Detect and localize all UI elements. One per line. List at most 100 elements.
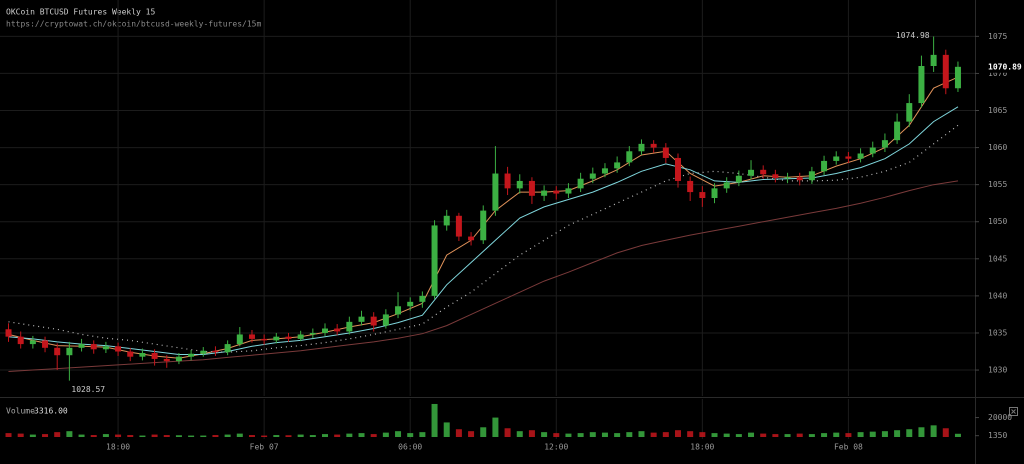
chart-title: OKCoin BTCUSD Futures Weekly 15 bbox=[6, 8, 155, 17]
volume-bar bbox=[784, 434, 791, 437]
volume-bar bbox=[626, 432, 633, 437]
candle-body bbox=[322, 328, 328, 333]
volume-bar bbox=[930, 425, 937, 437]
candle-body bbox=[942, 54, 949, 89]
volume-bar bbox=[382, 432, 389, 437]
candle-body bbox=[906, 103, 913, 122]
volume-bar bbox=[577, 433, 584, 437]
volume-bar bbox=[54, 432, 61, 437]
volume-bar bbox=[407, 433, 414, 437]
volume-bar bbox=[894, 430, 901, 437]
candle-body bbox=[455, 215, 462, 237]
volume-bar bbox=[614, 433, 621, 437]
volume-bar bbox=[236, 433, 243, 437]
volume-bar bbox=[102, 434, 109, 437]
volume-bar bbox=[821, 433, 828, 437]
candle-body bbox=[127, 351, 134, 357]
candle-body bbox=[954, 66, 961, 89]
candle-body bbox=[395, 306, 402, 315]
candle-body bbox=[614, 162, 621, 169]
candle-body bbox=[334, 328, 341, 332]
candle-body bbox=[492, 173, 499, 211]
candle-body bbox=[212, 350, 219, 353]
volume-bar bbox=[358, 433, 365, 437]
close-button[interactable] bbox=[1009, 407, 1018, 416]
volume-bar bbox=[748, 432, 755, 437]
price-label-bg bbox=[977, 60, 1023, 73]
volume-bar bbox=[857, 432, 864, 437]
candle-body bbox=[772, 174, 779, 178]
candle-body bbox=[662, 147, 669, 158]
volume-bar bbox=[662, 432, 669, 437]
candle-body bbox=[17, 336, 24, 345]
candle-body bbox=[528, 180, 535, 196]
volume-bar bbox=[638, 431, 645, 437]
candle-body bbox=[796, 177, 803, 181]
candle-body bbox=[115, 346, 122, 352]
volume-bar bbox=[674, 430, 681, 437]
candle-body bbox=[102, 346, 109, 350]
y-tick-label: 1045 bbox=[988, 254, 1007, 263]
candle-body bbox=[674, 157, 681, 181]
x-tick-label: 18:00 bbox=[106, 443, 130, 452]
x-tick-label: 18:00 bbox=[690, 443, 714, 452]
volume-bar bbox=[188, 435, 195, 437]
volume-bar bbox=[90, 435, 97, 437]
candle-body bbox=[309, 332, 316, 335]
volume-bar bbox=[906, 429, 913, 437]
volume-bar bbox=[334, 434, 341, 437]
candle-body bbox=[918, 66, 925, 104]
candle-body bbox=[139, 352, 146, 357]
volume-tick-label: 20000 bbox=[988, 413, 1012, 422]
volume-bar bbox=[127, 435, 134, 437]
volume-bar bbox=[881, 431, 888, 437]
candle-body bbox=[845, 156, 852, 159]
volume-bar bbox=[833, 432, 840, 437]
volume-bar bbox=[200, 435, 207, 437]
volume-bar bbox=[78, 434, 85, 437]
volume-label: Volume bbox=[6, 407, 35, 416]
candle-body bbox=[650, 143, 657, 148]
volume-bar bbox=[395, 431, 402, 437]
volume-bar bbox=[139, 435, 146, 437]
volume-bar bbox=[796, 433, 803, 437]
candle-body bbox=[468, 236, 475, 241]
candle-body bbox=[638, 143, 645, 152]
volume-bar bbox=[480, 427, 487, 437]
candle-body bbox=[370, 316, 377, 326]
candle-body bbox=[431, 225, 438, 296]
candle-body bbox=[248, 334, 255, 339]
volume-bar bbox=[322, 434, 328, 437]
volume-bar bbox=[431, 403, 438, 437]
candle-body bbox=[869, 147, 876, 154]
volume-bar bbox=[845, 433, 852, 437]
volume-bar bbox=[285, 435, 292, 437]
volume-bar bbox=[869, 431, 876, 437]
candle-body bbox=[784, 177, 791, 179]
candle-body bbox=[358, 316, 365, 322]
candle-body bbox=[346, 321, 353, 332]
candle-body bbox=[589, 173, 596, 179]
volume-bar bbox=[5, 433, 12, 437]
volume-bar bbox=[273, 435, 280, 437]
volume-bar bbox=[808, 434, 815, 437]
volume-tick-label: 1350 bbox=[988, 431, 1007, 440]
volume-bar bbox=[650, 432, 657, 437]
candle-body bbox=[443, 215, 450, 226]
candle-body bbox=[808, 171, 815, 181]
volume-bar bbox=[711, 433, 718, 437]
volume-bar bbox=[163, 435, 170, 437]
x-tick-label: Feb 08 bbox=[834, 443, 863, 452]
volume-bar bbox=[42, 434, 49, 437]
volume-bar bbox=[954, 433, 961, 437]
volume-bar bbox=[541, 432, 548, 437]
candle-body bbox=[516, 180, 523, 189]
candle-body bbox=[833, 156, 840, 161]
candle-body bbox=[748, 169, 755, 176]
candle-body bbox=[29, 340, 36, 345]
volume-bar bbox=[772, 434, 779, 437]
candle-body bbox=[236, 334, 243, 345]
volume-bar bbox=[553, 433, 560, 437]
